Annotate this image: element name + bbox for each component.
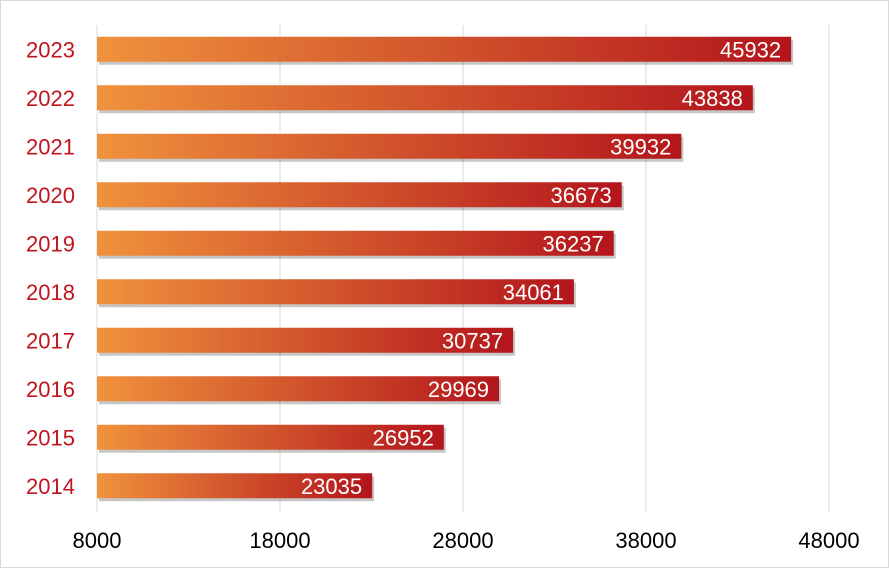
bar-2018 — [97, 279, 574, 305]
category-axis: 2023 2022 2021 2020 2019 2018 2017 2016 2015 2014 — [26, 37, 75, 499]
data-label-2022: 43838 — [682, 86, 743, 111]
category-label-2020: 2020 — [26, 183, 75, 208]
data-label-2014: 23035 — [301, 474, 362, 499]
category-label-2015: 2015 — [26, 425, 75, 450]
data-label-2017: 30737 — [442, 328, 503, 353]
category-label-2019: 2019 — [26, 231, 75, 256]
data-label-2015: 26952 — [373, 425, 434, 450]
bar-2015 — [97, 424, 444, 450]
data-label-2020: 36673 — [551, 183, 612, 208]
bar-2019 — [97, 230, 614, 256]
data-label-2021: 39932 — [610, 134, 671, 159]
data-label-2018: 34061 — [503, 280, 564, 305]
bar-2016 — [97, 376, 500, 402]
data-label-2023: 45932 — [720, 37, 781, 62]
category-label-2018: 2018 — [26, 280, 75, 305]
x-tick-label-48000: 48000 — [798, 528, 859, 553]
category-label-2022: 2022 — [26, 86, 75, 111]
category-label-2023: 2023 — [26, 37, 75, 62]
x-tick-label-28000: 28000 — [432, 528, 493, 553]
data-label-2016: 29969 — [428, 377, 489, 402]
x-tick-label-38000: 38000 — [615, 528, 676, 553]
bar-2014 — [97, 473, 373, 499]
data-label-2019: 36237 — [543, 231, 604, 256]
bar-2023 — [97, 36, 792, 62]
category-label-2021: 2021 — [26, 134, 75, 159]
bar-2020 — [97, 182, 622, 208]
bar-2021 — [97, 133, 682, 159]
bar-2022 — [97, 85, 753, 111]
bars — [97, 36, 794, 502]
value-axis: 8000 18000 28000 38000 48000 — [73, 528, 860, 553]
category-label-2016: 2016 — [26, 377, 75, 402]
category-label-2014: 2014 — [26, 474, 75, 499]
x-tick-label-8000: 8000 — [73, 528, 122, 553]
bar-2017 — [97, 327, 514, 353]
category-label-2017: 2017 — [26, 328, 75, 353]
x-tick-label-18000: 18000 — [249, 528, 310, 553]
